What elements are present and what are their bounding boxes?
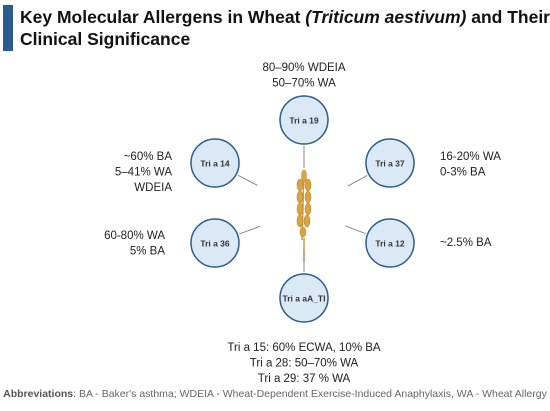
node-note: 80–90% WDEIA (262, 62, 345, 74)
title-italic: (Triticum aestivum) (305, 7, 467, 27)
title-text: and Their (466, 7, 550, 27)
node-label: Tri a 19 (289, 115, 319, 125)
wheat (296, 169, 312, 262)
footnote: Abbreviations: BA - Baker's asthma; WDEI… (0, 388, 550, 400)
node-note: 16-20% WA (440, 151, 501, 163)
node-label: Tri a 12 (375, 238, 405, 248)
node-note: ~60% BA (124, 151, 173, 163)
node (365, 138, 415, 188)
node-label: Tri a 36 (200, 238, 230, 248)
title: Key Molecular Allergens in Wheat (Tritic… (20, 6, 550, 50)
title-accent (3, 5, 13, 51)
node-note: Tri a 29: 37 % WA (258, 373, 351, 385)
node-note: WDEIA (134, 182, 172, 194)
node (279, 273, 329, 323)
footnote-text: : BA - Baker's asthma; WDEIA - Wheat-Dep… (73, 388, 547, 400)
connector (347, 175, 368, 187)
title-text: Clinical Significance (20, 29, 191, 49)
node-note: 60-80% WA (104, 230, 165, 242)
title-text: Key Molecular Allergens in Wheat (20, 7, 306, 27)
footnote-label: Abbreviations (3, 388, 74, 400)
node-note: 5% BA (130, 246, 165, 258)
node-note: 50–70% WA (272, 78, 336, 90)
connector (237, 174, 258, 186)
node-note: 5–41% WA (115, 167, 172, 179)
node-label: Tri a 14 (200, 158, 230, 168)
node-label: Tri a aA_TI (283, 293, 326, 303)
node (279, 95, 329, 145)
connector (345, 225, 366, 235)
node (190, 138, 240, 188)
node-note: 0-3% BA (440, 167, 486, 179)
connector (239, 225, 261, 235)
node-label: Tri a 37 (375, 158, 405, 168)
node (190, 218, 240, 268)
node (365, 218, 415, 268)
node-note: Tri a 15: 60% ECWA, 10% BA (227, 342, 381, 354)
node-note: ~2.5% BA (440, 237, 492, 249)
node-note: Tri a 28: 50–70% WA (250, 358, 359, 370)
